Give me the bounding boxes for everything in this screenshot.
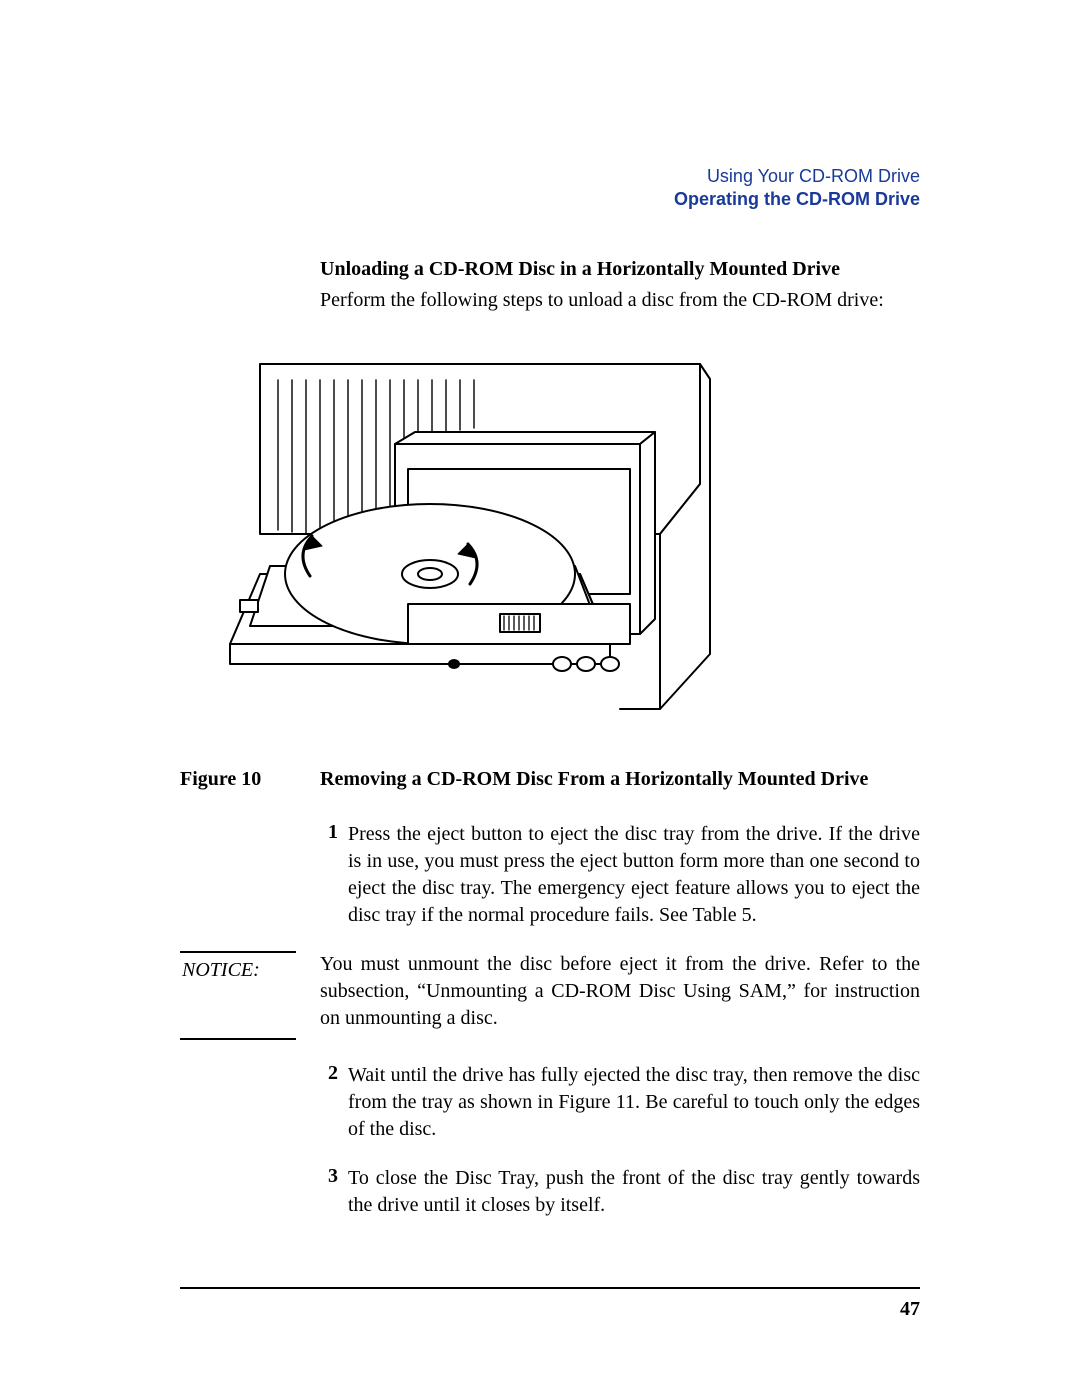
cdrom-drive-diagram: [200, 344, 760, 744]
notice-block: NOTICE: You must unmount the disc before…: [180, 951, 920, 1040]
page-number: 47: [900, 1298, 920, 1321]
step-number: 2: [320, 1062, 348, 1143]
figure-illustration: [180, 344, 780, 744]
document-page: Using Your CD-ROM Drive Operating the CD…: [0, 0, 1080, 1397]
step-2: 2 Wait until the drive has fully ejected…: [320, 1062, 920, 1143]
content-column: Unloading a CD-ROM Disc in a Horizontall…: [320, 258, 920, 1219]
notice-label: NOTICE:: [180, 959, 320, 982]
step-3: 3 To close the Disc Tray, push the front…: [320, 1165, 920, 1219]
chapter-title: Using Your CD-ROM Drive: [180, 165, 920, 188]
section-title: Operating the CD-ROM Drive: [180, 188, 920, 211]
step-text: Wait until the drive has fully ejected t…: [348, 1062, 920, 1143]
step-text: Press the eject button to eject the disc…: [348, 821, 920, 929]
step-number: 3: [320, 1165, 348, 1219]
lead-paragraph: Perform the following steps to unload a …: [320, 287, 920, 314]
running-header: Using Your CD-ROM Drive Operating the CD…: [180, 165, 920, 212]
step-text: To close the Disc Tray, push the front o…: [348, 1165, 920, 1219]
notice-top-rule: [180, 951, 296, 953]
step-1: 1 Press the eject button to eject the di…: [320, 821, 920, 929]
step-number: 1: [320, 821, 348, 929]
notice-bottom-rule: [180, 1038, 296, 1040]
notice-text: You must unmount the disc before eject i…: [320, 951, 920, 1040]
figure-caption-row: Figure 10 Removing a CD-ROM Disc From a …: [180, 768, 920, 791]
notice-label-column: NOTICE:: [180, 951, 320, 1040]
subheading: Unloading a CD-ROM Disc in a Horizontall…: [320, 258, 920, 281]
figure-number: Figure 10: [180, 768, 320, 791]
footer-rule: [180, 1287, 920, 1289]
figure-caption: Removing a CD-ROM Disc From a Horizontal…: [320, 768, 868, 791]
